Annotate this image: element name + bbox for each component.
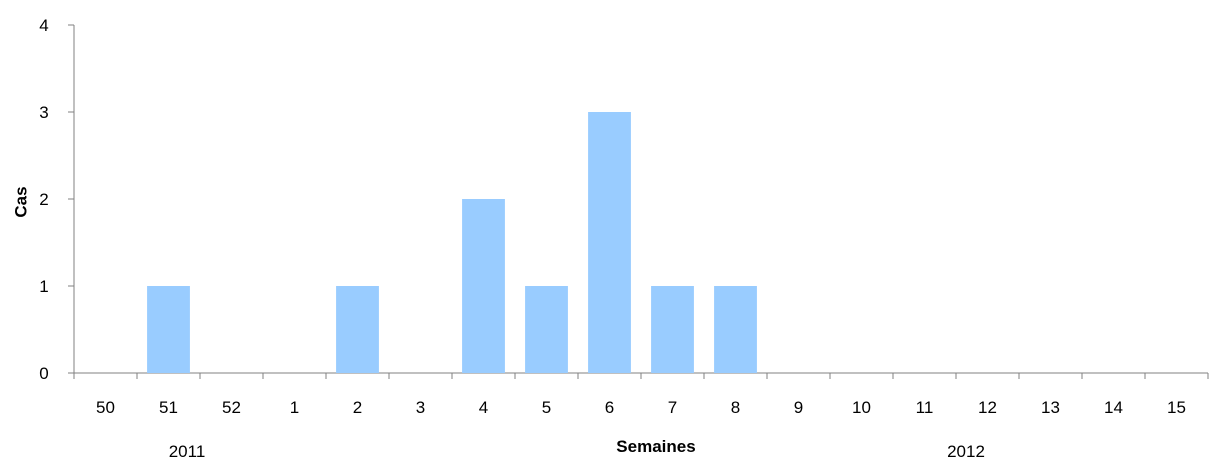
- year-label-2012: 2012: [947, 442, 985, 459]
- x-tick-label: 8: [731, 398, 740, 417]
- x-tick-label: 7: [668, 398, 677, 417]
- bar: [525, 286, 568, 373]
- x-tick-label: 15: [1167, 398, 1186, 417]
- x-tick-label: 2: [353, 398, 362, 417]
- x-tick-labels: 50 51 52 1 2 3 4 5 6 7 8 9 10 11 12 13 14 15: [96, 398, 1186, 417]
- y-tick-label: 3: [39, 103, 48, 122]
- year-label-2011: 2011: [169, 442, 206, 459]
- x-tick-label: 9: [794, 398, 803, 417]
- y-tick-labels: 0 1 2 3 4: [39, 16, 48, 383]
- y-tick-label: 0: [39, 364, 48, 383]
- x-axis: [73, 372, 1209, 379]
- bar: [462, 199, 505, 373]
- bar: [588, 112, 631, 373]
- x-tick-label: 5: [542, 398, 551, 417]
- y-axis-title: Cas: [11, 186, 30, 217]
- y-tick-label: 1: [39, 277, 48, 296]
- x-tick-label: 52: [222, 398, 241, 417]
- bar: [336, 286, 379, 373]
- x-tick-label: 3: [416, 398, 425, 417]
- x-tick-label: 11: [916, 398, 934, 417]
- y-axis: [68, 24, 75, 374]
- x-tick-label: 10: [852, 398, 871, 417]
- x-tick-label: 14: [1104, 398, 1123, 417]
- x-tick-label: 51: [159, 398, 178, 417]
- bars: [147, 112, 757, 373]
- x-tick-label: 6: [605, 398, 614, 417]
- x-tick-label: 50: [96, 398, 115, 417]
- y-tick-label: 2: [39, 190, 48, 209]
- bar: [714, 286, 757, 373]
- x-tick-label: 12: [978, 398, 997, 417]
- bar: [651, 286, 694, 373]
- x-tick-label: 4: [479, 398, 488, 417]
- x-tick-label: 13: [1041, 398, 1060, 417]
- x-axis-title: Semaines: [616, 437, 695, 456]
- x-tick-label: 1: [290, 398, 299, 417]
- bar: [147, 286, 190, 373]
- y-tick-label: 4: [39, 16, 48, 35]
